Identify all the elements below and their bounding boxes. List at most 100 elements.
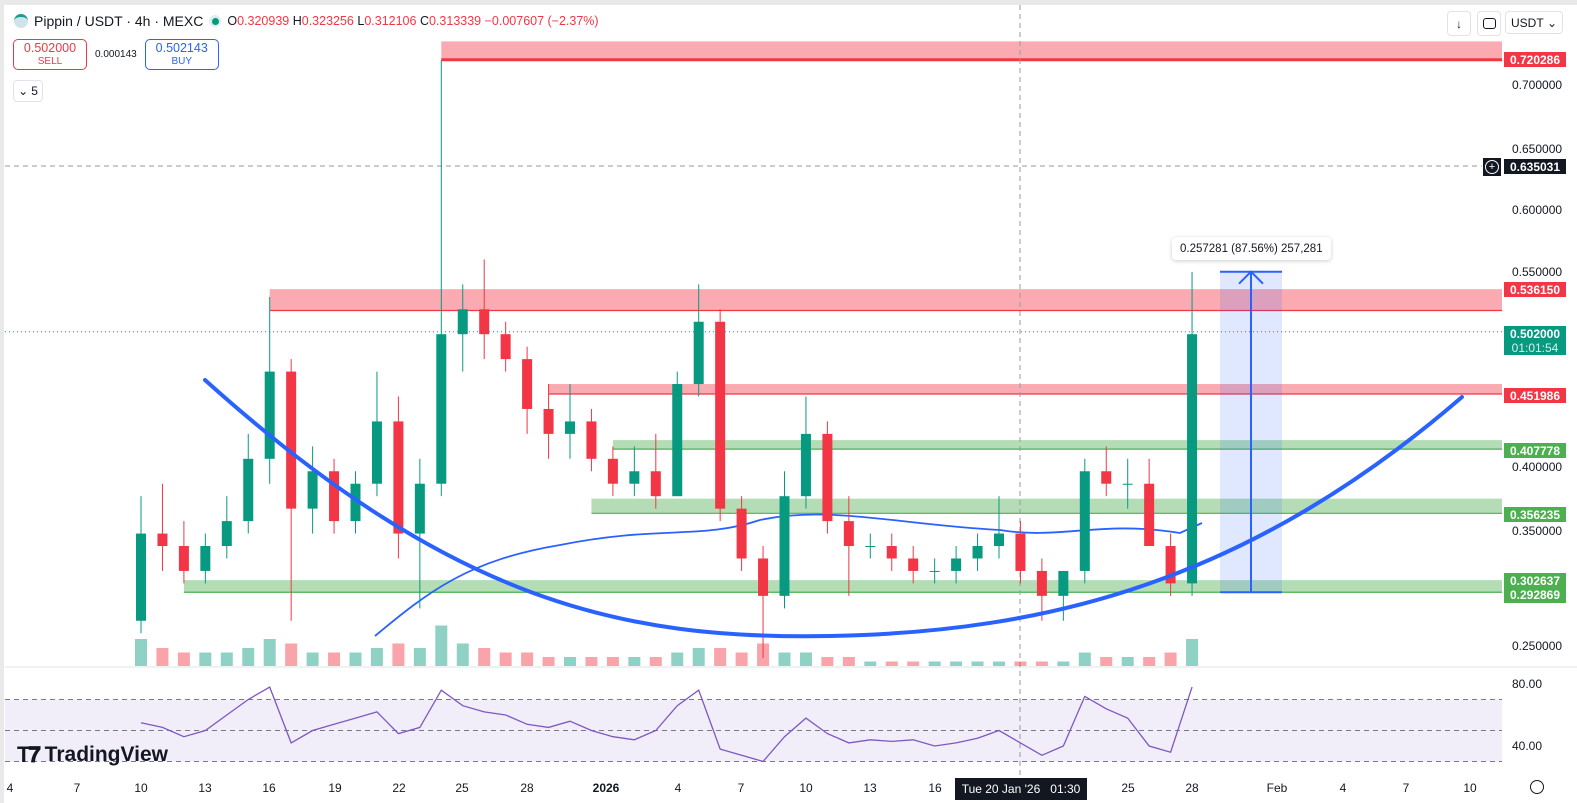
zone-label-451986: 0.451986 — [1504, 388, 1566, 403]
candle-body — [758, 558, 769, 596]
price-tick: 0.400000 — [1512, 460, 1563, 474]
ohlc-values: O0.320939 H0.323256 L0.312106 C0.313339 … — [227, 14, 599, 28]
price-tick: 0.250000 — [1512, 638, 1563, 653]
candle-body — [951, 558, 962, 571]
candle-body — [693, 321, 704, 385]
current-price-label: 0.502000 01:01:54 — [1504, 326, 1566, 355]
candle-body — [865, 546, 876, 548]
candle-body — [543, 408, 554, 434]
volume-bar — [1121, 657, 1134, 666]
candle-body — [1165, 546, 1176, 584]
time-tick: 10 — [799, 781, 813, 795]
trade-panel: 0.502000 SELL 0.000143 0.502143 BUY — [13, 39, 219, 70]
time-tick: 28 — [1185, 781, 1199, 795]
indicators-toggle[interactable]: ⌄ 5 — [13, 80, 43, 102]
crosshair-price-label: 0.635031 — [1504, 159, 1566, 174]
candle-body — [779, 496, 790, 596]
candle-body — [607, 458, 618, 484]
volume-bar — [564, 657, 576, 666]
buy-button[interactable]: 0.502143 BUY — [144, 39, 219, 70]
time-tick: 16 — [928, 781, 942, 795]
zone-resistance — [269, 289, 1503, 311]
volume-bar — [220, 652, 233, 666]
zone-resistance — [548, 384, 1502, 395]
candle-body — [350, 483, 361, 522]
time-tick: 13 — [863, 781, 877, 795]
candle-body — [929, 570, 940, 572]
volume-bar — [521, 652, 534, 666]
window-top-edge — [0, 0, 1577, 5]
zone-label-536150: 0.536150 — [1504, 282, 1566, 297]
candle-body — [843, 521, 854, 547]
time-tick: 7 — [737, 781, 745, 795]
candle-body — [650, 471, 661, 497]
volume-bar — [1057, 661, 1070, 666]
fullscreen-button[interactable] — [1477, 11, 1501, 36]
add-alert-icon[interactable]: + — [1483, 158, 1501, 176]
sell-button[interactable]: 0.502000 SELL — [13, 39, 87, 70]
time-tick: 7 — [1402, 781, 1410, 795]
currency-select[interactable]: USDT ⌄ — [1505, 11, 1563, 34]
candle-body — [371, 421, 382, 484]
measure-tooltip: 0.257281 (87.56%) 257,281 — [1172, 237, 1331, 260]
market-status-icon — [209, 15, 222, 27]
volume-bar — [285, 643, 298, 666]
price-tick: 0.600000 — [1512, 202, 1563, 217]
volume-bar — [456, 643, 469, 666]
candle-body — [307, 471, 318, 509]
symbol-title[interactable]: Pippin / USDT · 4h · MEXC — [34, 13, 204, 29]
candle-body — [286, 371, 297, 509]
candle-body — [157, 533, 168, 547]
spread-value: 0.000143 — [95, 49, 137, 60]
price-tick: 0.350000 — [1512, 524, 1563, 538]
volume-bar — [413, 648, 426, 666]
measure-arrow-head — [1238, 270, 1264, 285]
tradingview-logo[interactable]: T𝟕 TradingView — [17, 742, 168, 767]
volume-bar — [1186, 639, 1199, 666]
volume-bar — [628, 657, 641, 666]
chevron-down-icon: ⌄ — [1546, 15, 1557, 30]
candle-body — [586, 421, 597, 459]
candle-body — [1058, 570, 1069, 596]
volume-bar — [478, 648, 491, 666]
time-tick: 4 — [1339, 781, 1347, 795]
candle-body — [1015, 533, 1026, 571]
volume-bar — [1143, 657, 1156, 666]
chevron-down-icon: ⌄ — [18, 84, 29, 98]
zone-label-302637: 0.302637 0.292869 — [1504, 573, 1566, 603]
volume-bar — [306, 652, 319, 666]
volume-bar — [1014, 661, 1027, 666]
time-tick: Feb — [1266, 781, 1288, 795]
time-tick: 2026 — [592, 781, 620, 795]
candle-body — [329, 471, 340, 522]
candle-body — [479, 309, 490, 335]
candle-body — [436, 334, 447, 484]
settings-icon[interactable] — [1530, 780, 1544, 794]
volume-bar — [799, 652, 812, 666]
zone-label-407778: 0.407778 — [1504, 443, 1566, 458]
candle-body — [200, 546, 211, 571]
volume-bar — [885, 661, 898, 666]
candle-body — [221, 521, 232, 547]
volume-bar — [392, 643, 405, 666]
scroll-to-latest-button[interactable]: ↓ — [1447, 11, 1471, 36]
volume-bar — [1035, 661, 1048, 666]
time-tick: 16 — [262, 781, 276, 795]
volume-bar — [714, 648, 727, 666]
candle-body — [1187, 334, 1198, 584]
candle-body — [908, 558, 919, 571]
volume-bar — [585, 657, 598, 666]
symbol-legend: Pippin / USDT · 4h · MEXC O0.320939 H0.3… — [14, 13, 599, 29]
rsi-tick: 40.00 — [1512, 739, 1543, 753]
candle-body — [178, 546, 189, 571]
fullscreen-icon — [1482, 18, 1496, 29]
volume-bar — [692, 648, 705, 666]
time-tick: 10 — [1463, 781, 1477, 795]
time-tick: 22 — [392, 781, 406, 795]
volume-bar — [135, 639, 147, 666]
rounded-bottom-curve — [203, 378, 1464, 639]
time-tick: 13 — [198, 781, 212, 795]
candle-body — [672, 384, 683, 497]
volume-bar — [842, 657, 855, 666]
